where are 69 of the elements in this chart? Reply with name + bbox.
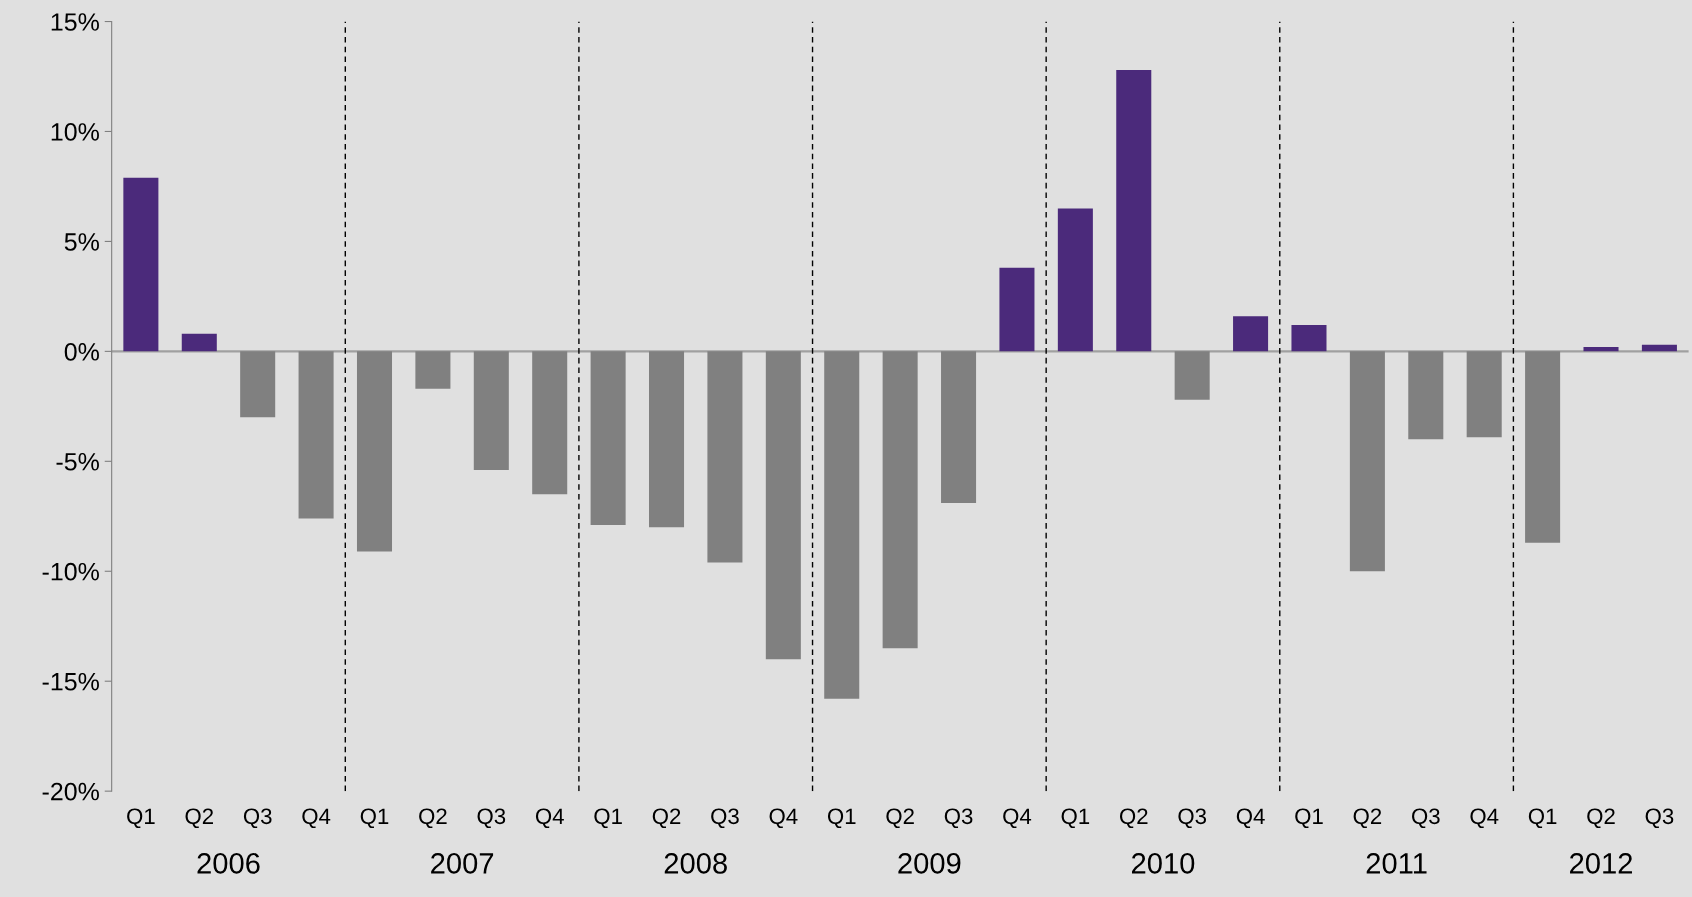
bar — [298, 351, 334, 519]
bar — [1116, 69, 1152, 352]
x-tick-label: Q2 — [1353, 808, 1382, 829]
x-tick-label: Q3 — [944, 808, 973, 829]
y-tick-label: -15% — [42, 672, 99, 691]
x-tick-label: Q4 — [1003, 808, 1032, 829]
bar — [1349, 351, 1385, 572]
bar — [1466, 351, 1502, 438]
bar — [882, 351, 918, 649]
text: 2008 — [664, 853, 727, 874]
bar — [1525, 351, 1561, 543]
x-tick-label: Q4 — [1470, 808, 1499, 829]
bar — [356, 351, 393, 552]
x-tick-label: Q2 — [1120, 808, 1148, 829]
bar — [1408, 351, 1444, 440]
y-tick-label: -20% — [42, 782, 99, 801]
bar — [473, 351, 509, 471]
x-tick-label: Q1 — [127, 808, 155, 829]
y-tick-label: 10% — [51, 123, 99, 141]
text: 2009 — [898, 853, 961, 874]
bar — [707, 351, 743, 563]
x-tick-label: Q3 — [1645, 808, 1674, 829]
bar — [590, 351, 626, 526]
x-tick-label: Q1 — [1061, 808, 1090, 829]
y-tick-label: 15% — [51, 13, 99, 31]
bar — [181, 333, 217, 352]
x-tick-label: Q4 — [535, 808, 564, 829]
bar — [824, 351, 860, 699]
bar — [1641, 344, 1677, 352]
x-tick-label: Q3 — [1412, 808, 1440, 829]
text: 2011 — [1366, 853, 1427, 874]
x-tick-label: Q4 — [1236, 808, 1265, 829]
y-tick-label: 5% — [64, 233, 99, 251]
bar — [415, 351, 451, 389]
x-tick-label: Q1 — [360, 808, 389, 829]
bar — [941, 351, 977, 504]
y-tick-label: -10% — [42, 562, 99, 581]
x-tick-label: Q3 — [243, 808, 272, 829]
x-tick-label: Q1 — [827, 808, 856, 829]
bar — [999, 267, 1035, 352]
bar — [240, 351, 276, 418]
x-tick-label: Q2 — [419, 808, 447, 829]
text: 2012 — [1570, 853, 1632, 874]
x-tick-label: Q2 — [652, 808, 681, 829]
x-tick-label: Q2 — [886, 808, 914, 829]
bar — [649, 351, 685, 528]
x-tick-label: Q4 — [302, 808, 331, 829]
x-tick-label: Q4 — [769, 808, 798, 829]
bar — [1174, 351, 1210, 400]
y-tick-label: -5% — [56, 453, 99, 471]
x-tick-label: Q1 — [1295, 808, 1323, 829]
y-tick-label: 0% — [64, 342, 99, 361]
x-tick-label: Q1 — [1528, 808, 1557, 829]
bar — [1233, 316, 1269, 352]
bar — [532, 351, 568, 495]
bar — [1583, 346, 1619, 352]
x-tick-label: Q2 — [1587, 808, 1615, 829]
x-tick-label: Q3 — [1178, 808, 1207, 829]
x-tick-label: Q3 — [477, 808, 506, 829]
bar — [123, 177, 159, 352]
bar — [765, 351, 801, 660]
bar — [1291, 324, 1327, 352]
x-tick-label: Q2 — [185, 808, 213, 829]
text: 2007 — [431, 853, 494, 874]
text: 2006 — [197, 853, 260, 874]
x-tick-label: Q3 — [711, 808, 739, 829]
bar — [1057, 208, 1093, 352]
text: 2010 — [1132, 853, 1195, 874]
x-tick-label: Q1 — [594, 808, 622, 829]
